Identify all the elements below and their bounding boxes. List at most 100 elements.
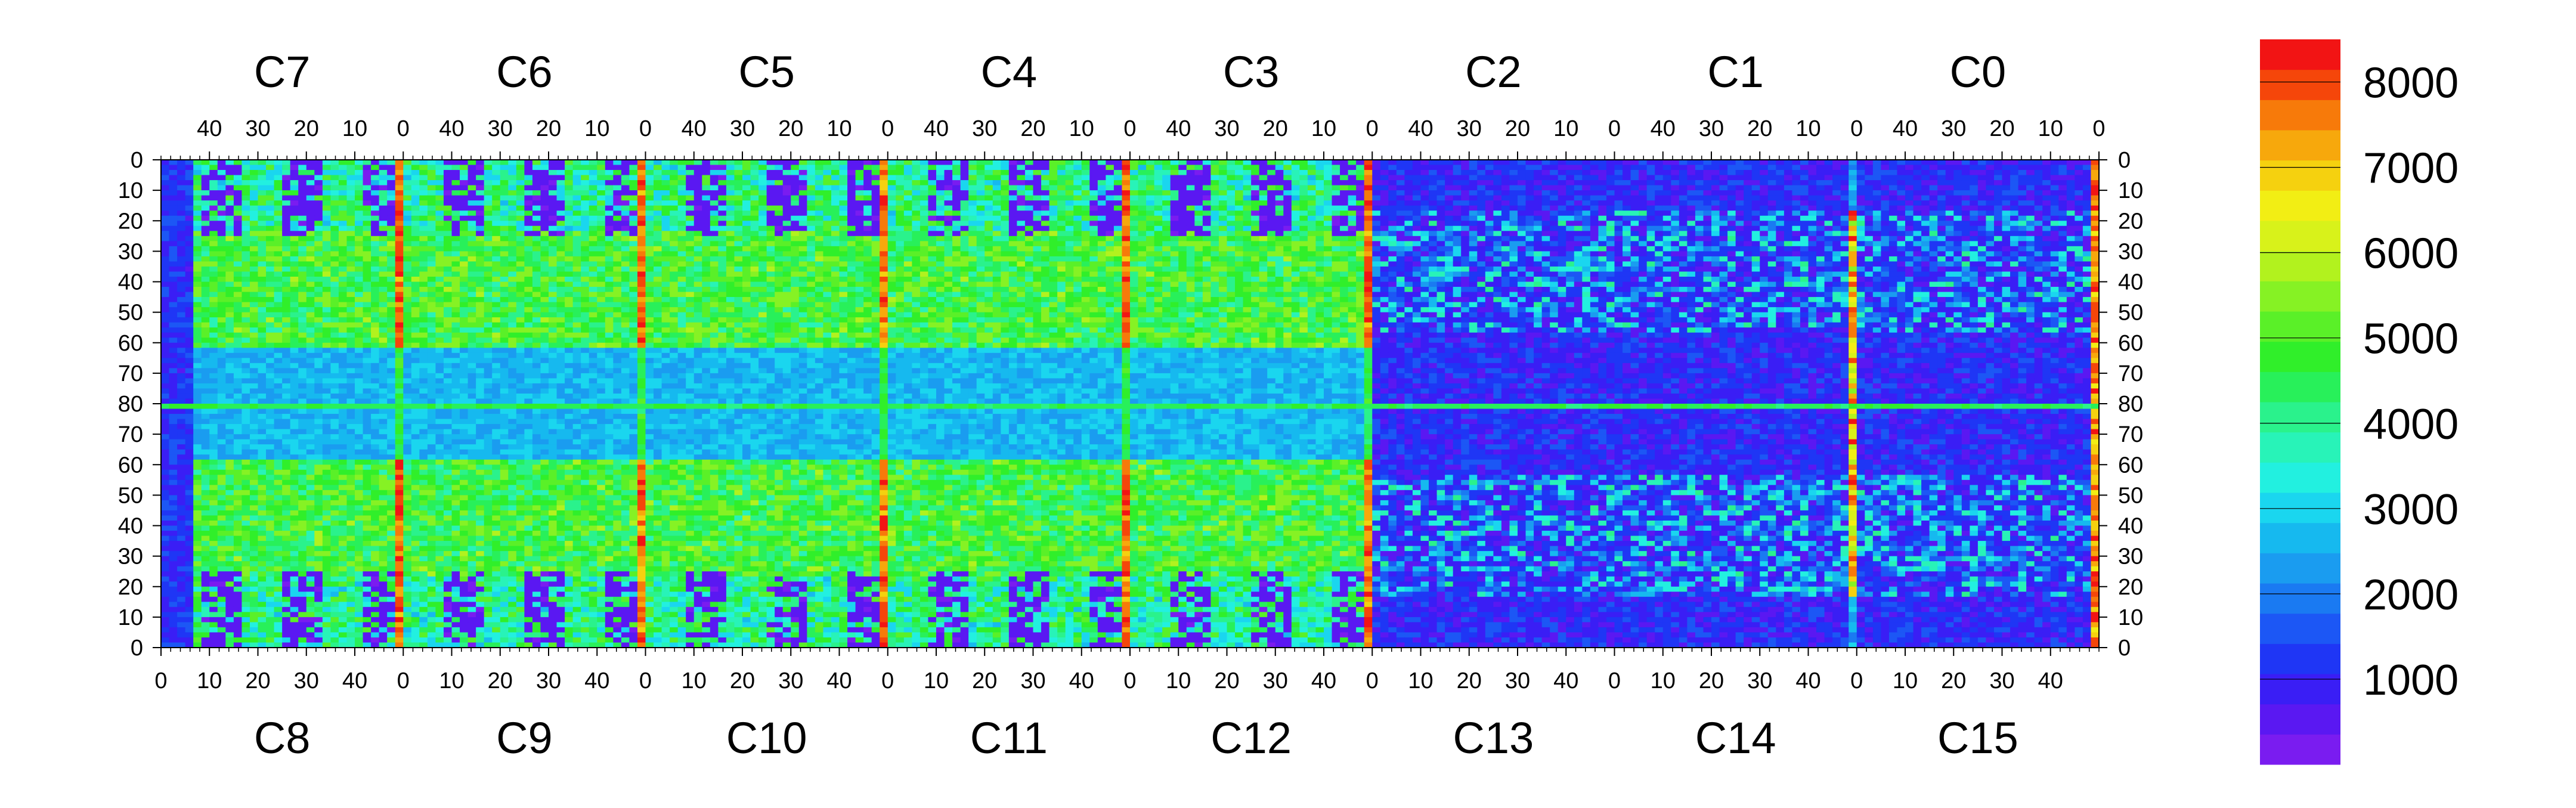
heatmap-cell (411, 175, 420, 181)
heatmap-cell (258, 226, 267, 231)
heatmap-cell (1566, 221, 1574, 226)
heatmap-cell (1986, 251, 1994, 256)
heatmap-cell (1711, 226, 1720, 231)
heatmap-cell (2010, 236, 2018, 242)
heatmap-cell (468, 210, 476, 216)
heatmap-cell (1437, 160, 1445, 165)
heatmap-cell (1994, 196, 2002, 201)
heatmap-cell (1267, 241, 1275, 246)
heatmap-cell (395, 190, 404, 196)
heatmap-cell (1897, 180, 1905, 185)
heatmap-cell (1695, 236, 1704, 242)
heatmap-cell (549, 180, 557, 185)
heatmap-cell (1687, 180, 1695, 185)
heatmap-cell (2002, 246, 2011, 252)
heatmap-cell (1372, 175, 1380, 181)
heatmap-cell (1744, 200, 1752, 206)
heatmap-cell (1210, 236, 1219, 242)
heatmap-cell (847, 216, 856, 221)
heatmap-cell (1299, 190, 1308, 196)
heatmap-cell (928, 190, 936, 196)
heatmap-cell (1542, 221, 1550, 226)
heatmap-cell (1501, 175, 1510, 181)
heatmap-cell (1461, 196, 1469, 201)
heatmap-cell (484, 185, 493, 191)
heatmap-cell (1162, 196, 1171, 201)
heatmap-cell (678, 216, 686, 221)
heatmap-cell (1631, 246, 1639, 252)
heatmap-cell (403, 206, 411, 211)
heatmap-cell (1114, 185, 1122, 191)
heatmap-cell (1057, 206, 1066, 211)
heatmap-cell (1025, 241, 1033, 246)
heatmap-cell (1946, 175, 1954, 181)
heatmap-cell (1187, 210, 1195, 216)
heatmap-cell (654, 221, 662, 226)
heatmap-cell (758, 216, 767, 221)
heatmap-cell (984, 231, 993, 236)
heatmap-cell (1122, 261, 1130, 267)
heatmap-cell (1526, 175, 1534, 181)
heatmap-cell (2035, 170, 2043, 175)
heatmap-cell (2002, 160, 2011, 165)
heatmap-cell (387, 246, 395, 252)
heatmap-cell (1970, 226, 1978, 231)
heatmap-cell (225, 175, 234, 181)
heatmap-cell (306, 221, 315, 226)
heatmap-cell (2002, 196, 2011, 201)
heatmap-cell (1937, 231, 1946, 236)
heatmap-cell (710, 210, 719, 216)
heatmap-cell (1187, 231, 1195, 236)
heatmap-cell (678, 231, 686, 236)
heatmap-cell (1429, 200, 1437, 206)
heatmap-cell (831, 256, 840, 262)
heatmap-cell (1905, 251, 1914, 256)
heatmap-cell (1001, 221, 1009, 226)
heatmap-cell (250, 256, 258, 262)
heatmap-cell (718, 216, 726, 221)
heatmap-cell (758, 165, 767, 171)
heatmap-cell (2002, 206, 2011, 211)
heatmap-cell (1849, 180, 1857, 185)
heatmap-cell (1509, 196, 1518, 201)
heatmap-cell (977, 231, 985, 236)
heatmap-cell (734, 200, 742, 206)
heatmap-cell (1509, 246, 1518, 252)
heatmap-cell (532, 216, 541, 221)
heatmap-cell (589, 206, 597, 211)
heatmap-cell (1493, 160, 1501, 165)
heatmap-cell (1041, 196, 1049, 201)
heatmap-cell (524, 236, 532, 242)
heatmap-cell (952, 221, 961, 226)
heatmap-cell (484, 160, 493, 165)
heatmap-cell (1194, 185, 1203, 191)
heatmap-cell (1962, 231, 1970, 236)
heatmap-cell (2026, 170, 2035, 175)
heatmap-cell (225, 236, 234, 242)
heatmap-cell (1857, 170, 1865, 175)
heatmap-cell (775, 165, 783, 171)
heatmap-cell (1897, 185, 1905, 191)
heatmap-cell (428, 165, 436, 171)
heatmap-cell (1380, 221, 1389, 226)
heatmap-cell (161, 221, 169, 226)
heatmap-cell (387, 210, 395, 216)
heatmap-cell (1606, 206, 1615, 211)
heatmap-cell (775, 190, 783, 196)
heatmap-cell (225, 180, 234, 185)
heatmap-cell (1776, 251, 1784, 256)
heatmap-cell (718, 256, 726, 262)
heatmap-cell (1501, 180, 1510, 185)
heatmap-cell (1348, 190, 1357, 196)
heatmap-cell (330, 251, 339, 256)
heatmap-cell (1582, 226, 1590, 231)
heatmap-cell (1380, 190, 1389, 196)
heatmap-cell (185, 165, 194, 171)
heatmap-cell (1057, 221, 1066, 226)
heatmap-cell (185, 210, 194, 216)
heatmap-cell (589, 165, 597, 171)
heatmap-cell (1243, 236, 1252, 242)
heatmap-cell (516, 196, 525, 201)
heatmap-cell (621, 185, 630, 191)
heatmap-cell (1033, 206, 1042, 211)
